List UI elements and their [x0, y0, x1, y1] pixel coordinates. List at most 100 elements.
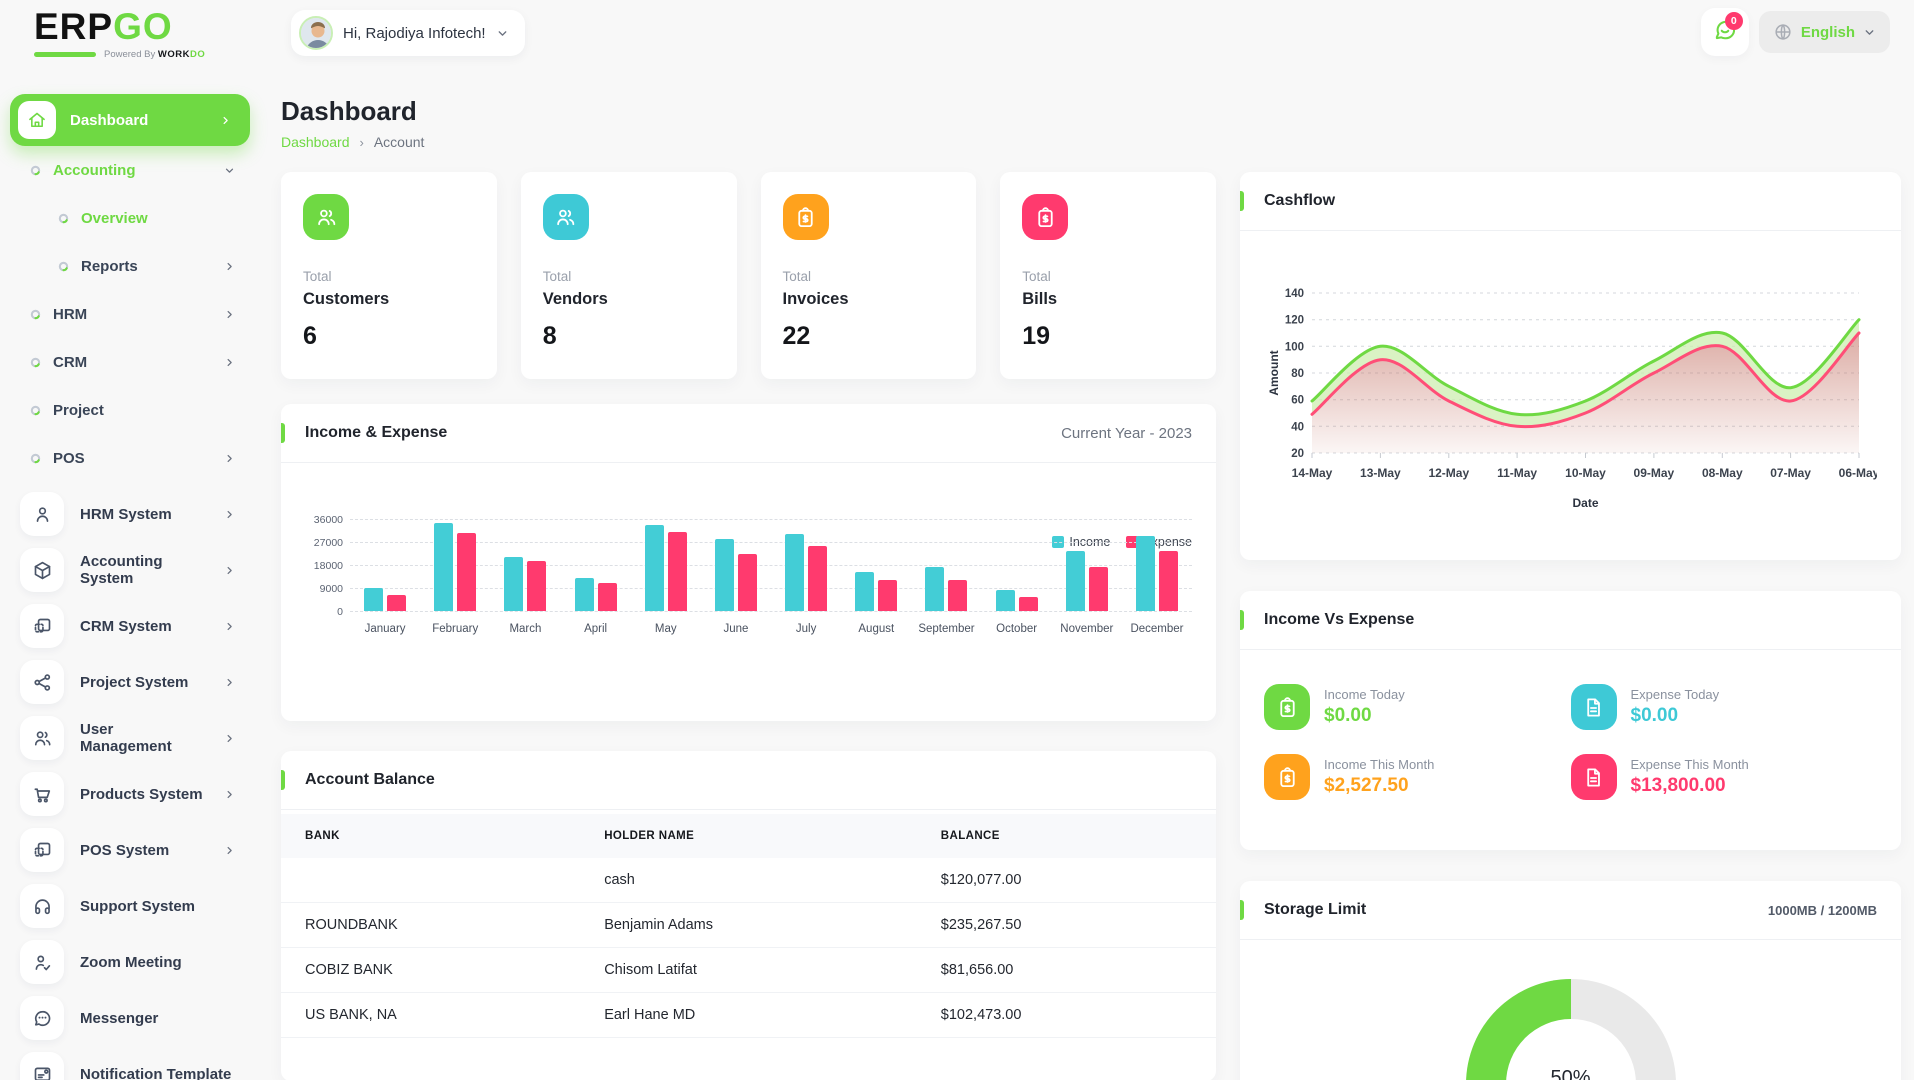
income-bar	[925, 566, 945, 611]
app-window-icon	[20, 604, 64, 648]
stat-cards-row: Total Customers 6 Total Vendors 8 Total Invoice…	[281, 172, 1216, 379]
svg-text:13-May: 13-May	[1360, 466, 1401, 480]
storage-percent-label: 50%	[1550, 1067, 1591, 1080]
income-vs-expense-title: Income Vs Expense	[1264, 611, 1415, 628]
ive-label: Income This Month	[1324, 757, 1435, 772]
globe-icon	[1773, 22, 1793, 42]
stat-card-vendors: Total Vendors 8	[520, 172, 737, 379]
sidebar-item-accounting[interactable]: Accounting	[10, 146, 250, 194]
table-header-row: BANK HOLDER NAME BALANCE	[281, 814, 1216, 858]
sidebar-item-messenger[interactable]: Messenger	[10, 990, 250, 1046]
messages-button[interactable]: 0	[1700, 8, 1749, 56]
svg-text:20: 20	[1291, 448, 1304, 460]
storage-limit-card: Storage Limit 1000MB / 1200MB 50%	[1240, 881, 1901, 1080]
cube-icon	[20, 548, 64, 592]
chevron-down-icon	[1863, 26, 1876, 39]
income-vs-expense-grid: Income Today $0.00 Expense Today $0.00 Incom…	[1240, 650, 1901, 800]
income-bar	[364, 588, 384, 611]
stat-name: Invoices	[782, 290, 849, 308]
bar-group-july	[771, 519, 841, 611]
sidebar-item-project[interactable]: Project	[10, 386, 250, 434]
svg-text:08-May: 08-May	[1702, 466, 1743, 480]
bar-group-december	[1122, 519, 1192, 611]
sidebar: Dashboard Accounting Overview Reports HRM CRM…	[0, 72, 262, 1080]
ive-item-income-this-month: Income This Month $2,527.50	[1264, 754, 1571, 800]
stat-name: Bills	[1022, 290, 1058, 308]
svg-text:120: 120	[1285, 315, 1304, 327]
chevron-right-icon	[223, 844, 236, 857]
sidebar-item-overview[interactable]: Overview	[10, 194, 250, 242]
svg-text:Amount: Amount	[1267, 350, 1281, 395]
expense-bar	[457, 532, 477, 611]
sidebar-item-hrm[interactable]: HRM	[10, 290, 250, 338]
sidebar-item-project-system[interactable]: Project System	[10, 654, 250, 710]
cashflow-card: Cashflow 140 120 100 80 60 40 20 14-May 13-May 12…	[1240, 172, 1901, 560]
svg-text:10-May: 10-May	[1565, 466, 1606, 480]
clipboard-dollar-icon	[1264, 754, 1310, 800]
income-bar	[504, 556, 524, 611]
sidebar-item-products-system[interactable]: Products System	[10, 766, 250, 822]
language-selector[interactable]: English	[1758, 11, 1890, 53]
bar-group-september	[911, 519, 981, 611]
sidebar-item-crm-system[interactable]: CRM System	[10, 598, 250, 654]
expense-bar	[1018, 597, 1038, 611]
user-greeting: Hi, Rajodiya Infotech!	[343, 24, 486, 42]
expense-bar	[1088, 566, 1108, 611]
chat-smile-icon	[1712, 17, 1738, 48]
bar-group-may	[631, 519, 701, 611]
expense-bar	[1158, 551, 1178, 611]
storage-usage-text: 1000MB / 1200MB	[1767, 902, 1877, 918]
chevron-right-icon	[223, 676, 236, 689]
svg-text:09-May: 09-May	[1634, 466, 1675, 480]
sidebar-item-crm[interactable]: CRM	[10, 338, 250, 386]
bar-group-april	[561, 519, 631, 611]
sidebar-item-pos[interactable]: POS	[10, 434, 250, 482]
app-logo[interactable]: ERPGO Powered By WORKDO	[34, 8, 205, 60]
chat-icon	[20, 996, 64, 1040]
sidebar-item-pos-system[interactable]: POS System	[10, 822, 250, 878]
svg-text:40: 40	[1291, 421, 1304, 433]
stat-label-top: Total	[782, 269, 812, 284]
storage-limit-title: Storage Limit	[1264, 901, 1367, 918]
ive-value: $0.00	[1324, 705, 1372, 726]
table-row: ROUNDBANK Benjamin Adams $235,267.50	[281, 903, 1216, 948]
ive-value: $13,800.00	[1630, 775, 1726, 796]
cashflow-chart: 140 120 100 80 60 40 20 14-May 13-May 12-May 11-Ma…	[1240, 231, 1901, 540]
ive-item-expense-today: Expense Today $0.00	[1570, 684, 1878, 730]
stat-name: Vendors	[542, 290, 608, 308]
page-title: Dashboard	[281, 96, 417, 126]
svg-text:80: 80	[1291, 368, 1304, 380]
income-expense-title: Income & Expense	[305, 424, 448, 441]
table-row: cash $120,077.00	[281, 858, 1216, 903]
ive-label: Expense Today	[1630, 687, 1720, 702]
sidebar-item-reports[interactable]: Reports	[10, 242, 250, 290]
sidebar-item-hrm-system[interactable]: HRM System	[10, 486, 250, 542]
bar-group-june	[701, 519, 771, 611]
user-menu[interactable]: Hi, Rajodiya Infotech!	[291, 10, 525, 56]
chevron-right-icon	[223, 564, 236, 577]
ive-label: Expense This Month	[1630, 757, 1749, 772]
cashflow-title: Cashflow	[1264, 192, 1336, 209]
stat-value: 6	[303, 322, 317, 350]
bullet-icon	[58, 213, 69, 224]
file-icon	[1570, 754, 1617, 800]
table-row: US BANK, NA Earl Hane MD $102,473.00	[281, 993, 1216, 1038]
table-row: COBIZ BANK Chisom Latifat $81,656.00	[281, 948, 1216, 993]
chevron-right-icon	[223, 732, 236, 745]
template-icon	[20, 1052, 64, 1080]
sidebar-item-dashboard[interactable]: Dashboard	[10, 94, 250, 146]
svg-text:11-May: 11-May	[1497, 466, 1537, 480]
expense-bar	[808, 546, 828, 611]
bar-group-october	[982, 519, 1052, 611]
ive-label: Income Today	[1324, 687, 1405, 702]
sidebar-item-zoom-meeting[interactable]: Zoom Meeting	[10, 934, 250, 990]
income-bar	[434, 522, 454, 611]
bullet-icon	[30, 405, 41, 416]
sidebar-item-support-system[interactable]: Support System	[10, 878, 250, 934]
breadcrumb-dashboard-link[interactable]: Dashboard	[281, 134, 350, 150]
sidebar-item-notification-template[interactable]: Notification Template	[10, 1046, 250, 1080]
sidebar-item-user-management[interactable]: User Management	[10, 710, 250, 766]
sidebar-item-accounting-system[interactable]: Accounting System	[10, 542, 250, 598]
income-vs-expense-card: Income Vs Expense Income Today $0.00 Expen…	[1240, 591, 1901, 850]
users-icon	[542, 194, 589, 240]
